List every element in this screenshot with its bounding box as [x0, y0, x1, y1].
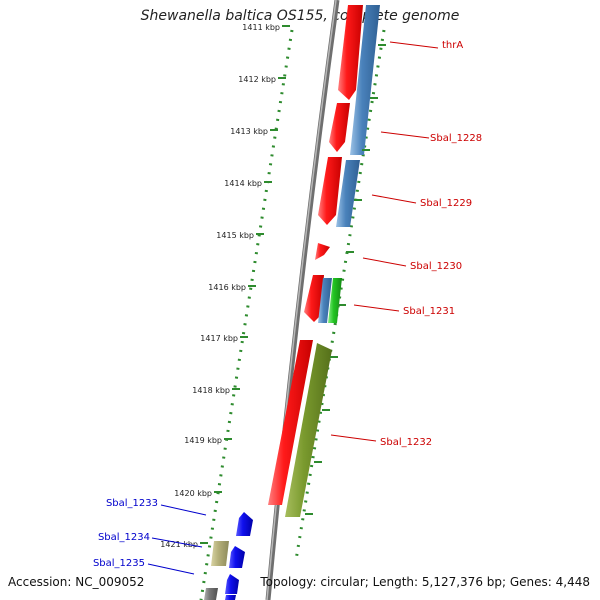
map-title: Shewanella baltica OS155, complete genom… [140, 8, 460, 24]
gene-sbal-1234[interactable] [211, 541, 229, 566]
cds-sbal-1231[interactable] [304, 275, 324, 322]
topology-text: Topology: circular; Length: 5,127,376 bp… [260, 575, 590, 589]
gene-label[interactable]: Sbal_1228 [430, 133, 482, 144]
gene-label[interactable]: Sbal_1235 [93, 558, 145, 569]
gene-label[interactable]: Sbal_1231 [403, 306, 455, 317]
gene-callout-line [362, 257, 407, 267]
gene-label[interactable]: Sbal_1234 [98, 532, 150, 543]
gene-sbal-1233[interactable] [236, 512, 253, 536]
gene-label[interactable]: Sbal_1229 [420, 198, 472, 209]
cds-green-sbal-1231[interactable] [328, 278, 342, 323]
cds-reverse-thrA-region[interactable] [350, 5, 380, 155]
cds-sbal-1228[interactable] [329, 103, 350, 152]
cds-sbal-1232[interactable] [268, 340, 313, 505]
gene-callout-line [330, 434, 377, 442]
gene-callout-line [147, 563, 195, 575]
gene-label[interactable]: Sbal_1230 [410, 261, 462, 272]
gene-callout-line [160, 504, 207, 516]
gene-label[interactable]: thrA [442, 40, 463, 51]
accession-text: Accession: NC_009052 [8, 575, 145, 589]
ruler-tick-label: 1421 kbp [160, 540, 198, 549]
gene-callout-line [371, 194, 417, 204]
ruler-inner [199, 29, 294, 600]
ruler-tick-label: 1416 kbp [208, 283, 246, 292]
ruler-tick-label: 1418 kbp [192, 386, 230, 395]
gene-label[interactable]: Sbal_1233 [106, 498, 158, 509]
gene-callout-line [380, 131, 430, 139]
cds-sbal-1230[interactable] [315, 243, 330, 260]
cds-thrA[interactable] [338, 5, 363, 100]
gene-grey-bottom[interactable] [204, 588, 218, 600]
gene-callout-line [151, 537, 203, 548]
cds-sbal-1229[interactable] [318, 157, 342, 225]
gene-callout-line [353, 304, 400, 312]
ruler-tick-label: 1420 kbp [174, 489, 212, 498]
gene-sbal-1234-neighbor[interactable] [229, 546, 245, 568]
ruler-ticks: 1411 kbp 1412 kbp 1413 kbp 1414 kbp 1415 kbp… [160, 23, 386, 549]
cds-reverse-sbal-1231[interactable] [318, 278, 332, 323]
ruler-tick-label: 1417 kbp [200, 334, 238, 343]
gene-labels: thrA Sbal_1228 Sbal_1229 Sbal_1230 Sbal_1231… [93, 40, 482, 575]
gene-callout-line [389, 41, 439, 49]
ruler-tick-label: 1415 kbp [216, 231, 254, 240]
ruler-tick-label: 1419 kbp [184, 436, 222, 445]
gene-sbal-1235[interactable] [225, 574, 239, 594]
cds-reverse-sbal-1229-region[interactable] [336, 160, 360, 227]
ruler-tick-label: 1411 kbp [242, 23, 280, 32]
gene-blue-bottom[interactable] [225, 595, 236, 600]
cds-olive-sbal-1232[interactable] [285, 343, 332, 517]
ruler-tick-label: 1413 kbp [230, 127, 268, 136]
gene-label[interactable]: Sbal_1232 [380, 437, 432, 448]
ruler-tick-label: 1414 kbp [224, 179, 262, 188]
genome-backbone [265, 0, 340, 600]
ruler-tick-label: 1412 kbp [238, 75, 276, 84]
genome-backbone-highlight [266, 0, 337, 600]
